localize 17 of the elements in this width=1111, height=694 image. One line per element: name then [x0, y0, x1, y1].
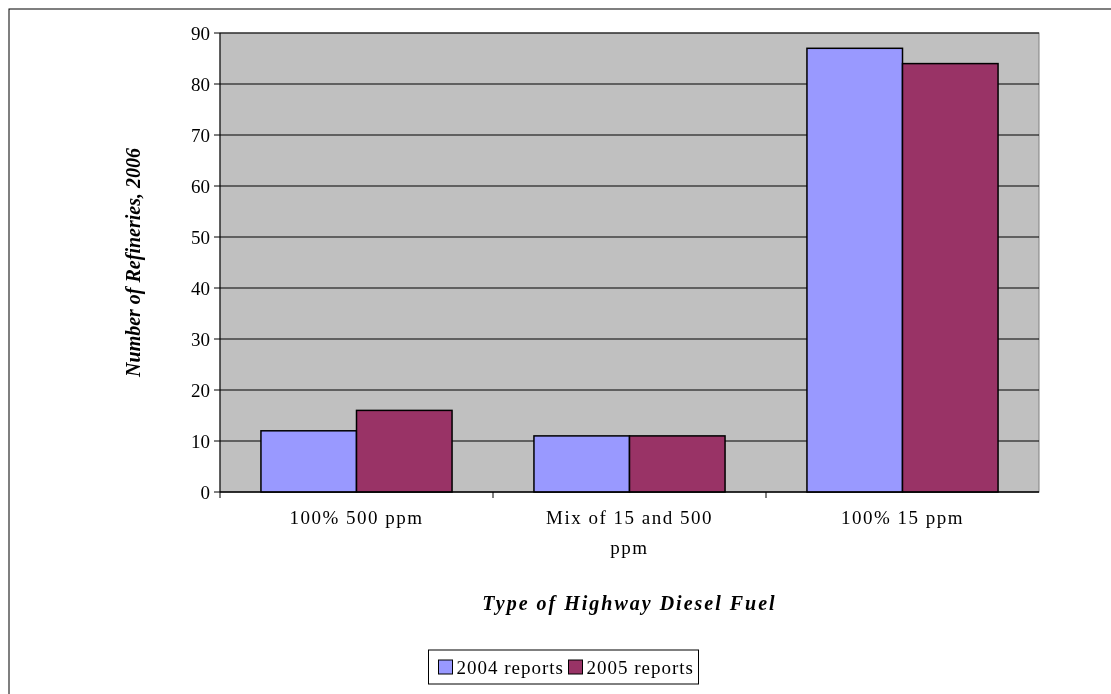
y-tick-label: 60: [191, 175, 210, 197]
y-tick-label: 30: [191, 328, 210, 350]
y-tick-label: 80: [191, 73, 210, 95]
x-axis-title: Type of Highway Diesel Fuel: [482, 592, 777, 615]
x-tick-label: 100% 500 ppm: [289, 507, 424, 528]
y-tick-label: 0: [200, 481, 210, 503]
y-tick-label: 90: [191, 22, 210, 44]
y-tick-label: 70: [191, 124, 210, 146]
x-tick-label: 100% 15 ppm: [840, 507, 965, 528]
y-axis-title: Number of Refineries, 2006: [122, 148, 145, 378]
x-tick-label: Mix of 15 and 500 ppm: [546, 507, 713, 558]
y-tick-label: 20: [191, 379, 210, 401]
y-tick-label: 40: [191, 277, 210, 299]
legend-label: 2004 reports: [456, 656, 565, 678]
y-tick-label: 10: [191, 430, 210, 452]
y-tick-label: 50: [191, 226, 210, 248]
legend-label: 2005 reports: [586, 656, 695, 678]
